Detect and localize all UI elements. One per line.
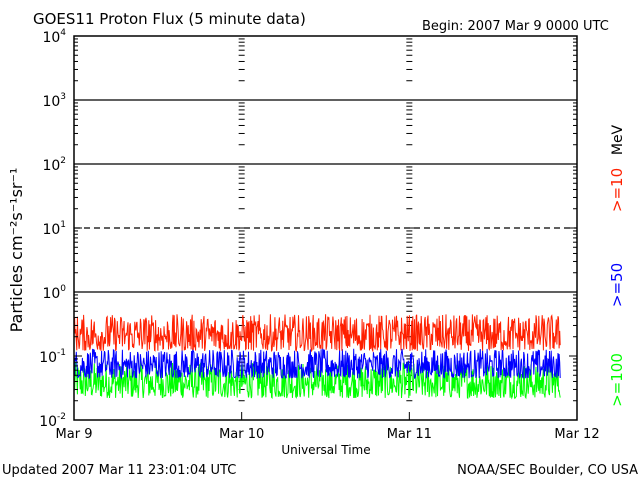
begin-time: Begin: 2007 Mar 9 0000 UTC: [422, 19, 609, 34]
x-axis-label: Universal Time: [281, 443, 370, 457]
y-tick-label: 10-1: [39, 348, 66, 366]
y-tick-label: 10-2: [39, 412, 66, 430]
x-tick-label: Mar 9: [56, 427, 93, 442]
x-tick-label: Mar 10: [219, 427, 264, 442]
updated-time: Updated 2007 Mar 11 23:01:04 UTC: [2, 463, 236, 478]
axes: 10-2 10-1 100 101 102 103 104 Mar 9 Mar 10 Mar 11…: [39, 28, 599, 442]
legend-unit: MeV: [610, 124, 626, 155]
chart-title: GOES11 Proton Flux (5 minute data): [33, 10, 306, 28]
series-line-ge10: [73, 314, 561, 353]
legend-entry: >=100: [608, 353, 626, 407]
legend: MeV >=10 >=50 >=100: [608, 124, 626, 406]
y-tick-label: 104: [42, 28, 66, 46]
y-axis-label: Particles cm⁻²s⁻¹sr⁻¹: [7, 168, 26, 333]
y-tick-label: 102: [42, 156, 66, 174]
series-line-ge50: [73, 347, 561, 380]
data-series: [73, 314, 561, 400]
y-tick-label: 101: [42, 220, 66, 238]
x-tick-label: Mar 11: [387, 427, 432, 442]
legend-entry: >=10: [608, 168, 626, 212]
legend-entry: >=50: [608, 263, 626, 307]
source-credit: NOAA/SEC Boulder, CO USA: [457, 463, 638, 478]
y-tick-label: 103: [42, 92, 66, 110]
y-tick-label: 100: [42, 284, 66, 302]
x-tick-label: Mar 12: [554, 427, 599, 442]
